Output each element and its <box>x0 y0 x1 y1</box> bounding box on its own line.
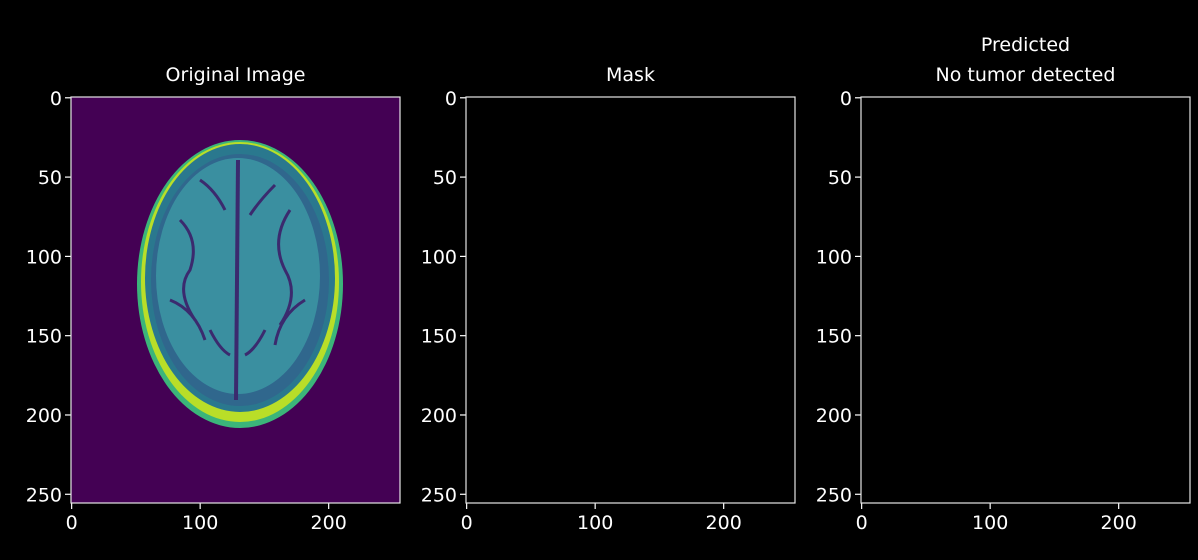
panel-title: Mask <box>606 64 655 86</box>
y-tick-label: 200 <box>816 405 852 427</box>
panel-title: Predicted <box>981 34 1070 56</box>
y-tick-label: 0 <box>50 88 62 110</box>
y-tick-label: 100 <box>816 246 852 268</box>
y-tick-label: 250 <box>421 484 457 506</box>
y-tick-label: 50 <box>433 167 457 189</box>
brain-scan <box>137 140 343 428</box>
y-tick-label: 150 <box>421 326 457 348</box>
y-tick-label: 50 <box>38 167 62 189</box>
panel-title: No tumor detected <box>936 64 1116 86</box>
x-tick-label: 0 <box>66 512 78 534</box>
x-tick-label: 200 <box>706 512 742 534</box>
y-tick-label: 250 <box>26 484 62 506</box>
image-background <box>861 97 1190 503</box>
y-tick-label: 200 <box>421 405 457 427</box>
figure: Original Image 0 100 200 0 50 100 150 200 250 Mask… <box>0 0 1198 560</box>
x-tick-label: 0 <box>461 512 473 534</box>
x-tick-label: 100 <box>972 512 1008 534</box>
x-tick-label: 200 <box>1101 512 1137 534</box>
x-tick-label: 200 <box>311 512 347 534</box>
y-tick-label: 150 <box>816 326 852 348</box>
y-tick-label: 0 <box>445 88 457 110</box>
image-background <box>466 97 795 503</box>
y-tick-label: 200 <box>26 405 62 427</box>
panel-title: Original Image <box>166 64 306 86</box>
y-tick-label: 100 <box>421 246 457 268</box>
x-tick-label: 100 <box>182 512 218 534</box>
y-tick-label: 50 <box>828 167 852 189</box>
midline <box>236 160 238 400</box>
y-tick-label: 0 <box>840 88 852 110</box>
y-tick-label: 250 <box>816 484 852 506</box>
x-tick-label: 0 <box>856 512 868 534</box>
y-tick-label: 100 <box>26 246 62 268</box>
x-tick-label: 100 <box>577 512 613 534</box>
y-tick-label: 150 <box>26 326 62 348</box>
